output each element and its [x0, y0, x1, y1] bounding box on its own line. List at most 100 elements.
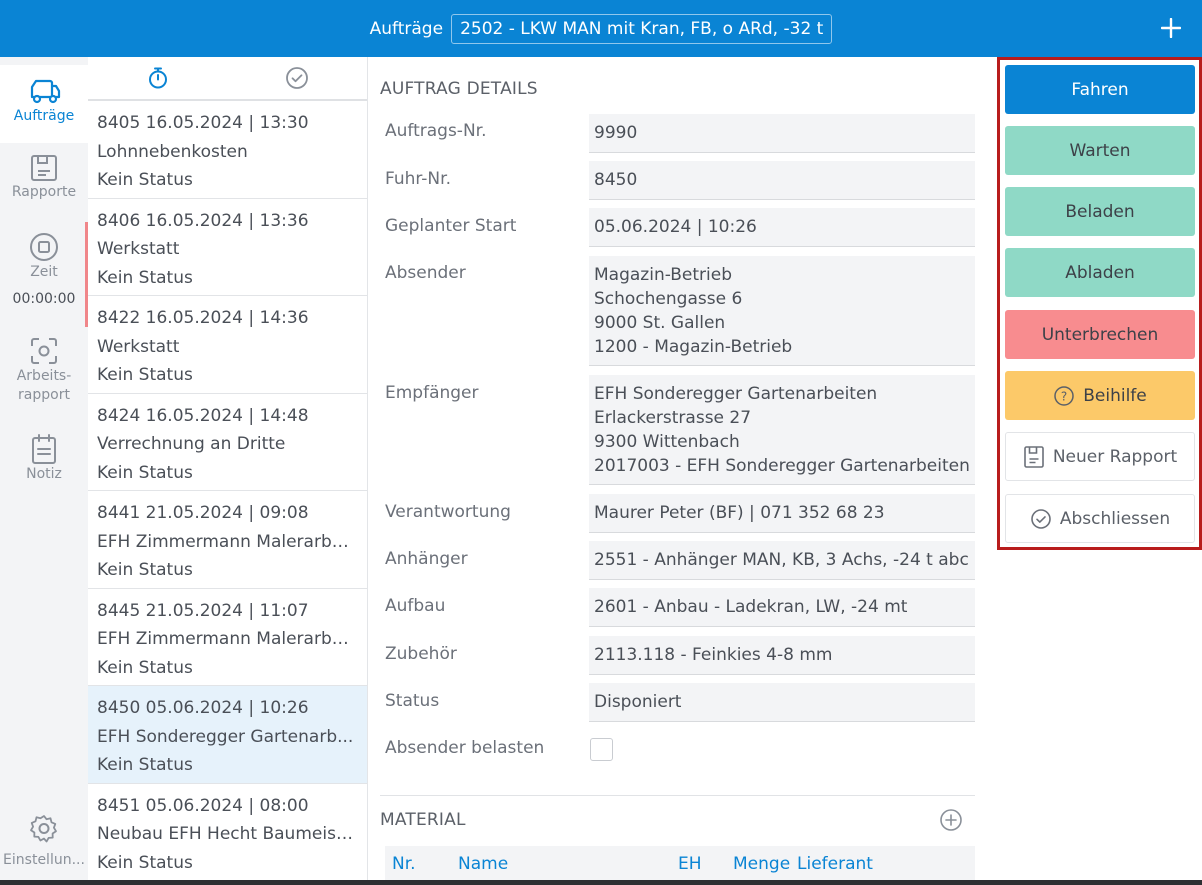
order-head: 8451 05.06.2024 | 08:00 [97, 795, 309, 816]
nav-item-einstellungen[interactable]: Einstellun... [0, 811, 88, 881]
unterbrechen-button[interactable]: Unterbrechen [1005, 310, 1195, 359]
order-name: Werkstatt [97, 239, 180, 259]
order-head: 8406 16.05.2024 | 13:36 [97, 210, 309, 231]
button-label: Fahren [1071, 79, 1129, 100]
field-label: Empfänger [385, 383, 479, 403]
order-head: 8450 05.06.2024 | 10:26 [97, 698, 309, 718]
order-details: AUFTRAG DETAILS Auftrags-Nr. 9990 Fuhr-N… [368, 57, 996, 883]
order-status: Kein Status [97, 657, 193, 678]
nav-label: Rapporte [11, 184, 77, 200]
focus-icon [31, 338, 57, 364]
order-head: 8424 16.05.2024 | 14:48 [97, 405, 309, 426]
section-title: AUFTRAG DETAILS [380, 79, 538, 99]
address-line: 1200 - Magazin-Betrieb [594, 337, 793, 357]
column-header[interactable]: EH [678, 854, 702, 874]
save-icon [1024, 445, 1044, 468]
column-header[interactable]: Nr. [392, 854, 416, 874]
auftrags-nr-value: 9990 [589, 114, 975, 153]
order-name: EFH Zimmermann Malerarbe... [97, 629, 358, 649]
address-line: 9000 St. Gallen [594, 313, 726, 333]
timer-value: 00:00:00 [12, 291, 76, 307]
button-label: Abladen [1065, 262, 1135, 283]
zubehoer-value: 2113.118 - Feinkies 4-8 mm [589, 636, 975, 675]
field-label: Status [385, 691, 440, 711]
button-label: Beladen [1065, 201, 1135, 222]
field-label: Anhänger [385, 549, 468, 569]
nav-item-zeit[interactable]: Zeit 00:00:00 [0, 227, 88, 322]
add-material-button[interactable] [939, 808, 963, 832]
order-list-item[interactable]: 8406 16.05.2024 | 13:36 Werkstatt Kein S… [88, 199, 367, 296]
material-table-header: Nr. Name EH Menge Lieferant [385, 846, 975, 883]
verantwortung-value: Maurer Peter (BF) | 071 352 68 23 [589, 494, 975, 533]
order-status: Kein Status [97, 267, 193, 288]
nav-label: Aufträge [13, 108, 75, 124]
field-label: Zubehör [385, 644, 457, 664]
absender-belasten-checkbox[interactable] [590, 738, 613, 761]
nav-item-rapporte[interactable]: Rapporte [0, 149, 88, 217]
help-circle-icon: ? [1054, 385, 1074, 406]
address-line: Magazin-Betrieb [594, 265, 732, 285]
order-head: 8445 21.05.2024 | 11:07 [97, 600, 309, 621]
column-header[interactable]: Lieferant [797, 854, 873, 874]
button-label: Neuer Rapport [1052, 446, 1178, 467]
section-title: MATERIAL [380, 810, 466, 830]
nav-item-arbeitsrapport[interactable]: Arbeits- rapport [0, 333, 88, 419]
nav-label: rapport [18, 387, 70, 403]
absender-value: Magazin-Betrieb Schochengasse 6 9000 St.… [589, 256, 975, 366]
plus-icon [1160, 17, 1182, 39]
add-order-button[interactable] [1154, 10, 1188, 46]
address-line: Erlackerstrasse 27 [594, 408, 752, 428]
vehicle-selector[interactable]: 2502 - LKW MAN mit Kran, FB, o ARd, -32 … [451, 13, 833, 44]
button-label: Warten [1069, 140, 1131, 161]
neuer-rapport-button[interactable]: Neuer Rapport [1005, 432, 1195, 481]
beladen-button[interactable]: Beladen [1005, 187, 1195, 236]
status-value: Disponiert [589, 683, 975, 722]
field-label: Auftrags-Nr. [385, 121, 487, 141]
check-circle-icon [286, 67, 309, 89]
abladen-button[interactable]: Abladen [1005, 248, 1195, 297]
order-name: EFH Zimmermann Malerarbe... [97, 531, 358, 552]
address-line: 9300 Wittenbach [594, 432, 740, 452]
order-list-item[interactable]: 8441 21.05.2024 | 09:08 EFH Zimmermann M… [88, 491, 367, 589]
aufbau-value: 2601 - Anbau - Ladekran, LW, -24 mt [589, 588, 975, 627]
order-list-item[interactable]: 8422 16.05.2024 | 14:36 Werkstatt Kein S… [88, 296, 367, 394]
svg-text:?: ? [1061, 389, 1067, 403]
order-status: Kein Status [97, 462, 193, 483]
abschliessen-button[interactable]: Abschliessen [1005, 494, 1195, 543]
column-header[interactable]: Name [458, 854, 509, 874]
order-name: Werkstatt [97, 336, 180, 357]
actions-panel [997, 57, 1202, 550]
order-head: 8441 21.05.2024 | 09:08 [97, 503, 309, 523]
field-label: Absender [385, 263, 466, 283]
order-list: 8405 16.05.2024 | 13:30 Lohnnebenkosten … [88, 57, 368, 883]
tab-completed-orders[interactable] [228, 57, 368, 99]
bottom-edge [0, 880, 1202, 885]
truck-icon [30, 79, 61, 104]
field-label: Aufbau [385, 596, 446, 616]
tab-active-orders[interactable] [88, 57, 228, 99]
warten-button[interactable]: Warten [1005, 126, 1195, 175]
order-list-item[interactable]: 8405 16.05.2024 | 13:30 Lohnnebenkosten … [88, 101, 367, 199]
order-head: 8422 16.05.2024 | 14:36 [97, 308, 309, 328]
clipboard-icon [32, 434, 56, 464]
plus-circle-icon [940, 809, 962, 831]
nav-label: Arbeits- [16, 368, 72, 384]
order-list-item[interactable]: 8445 21.05.2024 | 11:07 EFH Zimmermann M… [88, 589, 367, 686]
column-header[interactable]: Menge [733, 854, 791, 874]
nav-label: Einstellun... [3, 852, 85, 868]
button-label: Beihilfe [1083, 385, 1147, 406]
field-label: Absender belasten [385, 738, 545, 758]
check-circle-icon [1031, 508, 1051, 529]
stopwatch-icon [148, 67, 167, 89]
order-list-item-selected[interactable]: 8450 05.06.2024 | 10:26 EFH Sonderegger … [88, 686, 367, 784]
gear-icon [30, 815, 57, 843]
fuhr-nr-value: 8450 [589, 161, 975, 200]
beihilfe-button[interactable]: ? Beihilfe [1005, 371, 1195, 420]
anhaenger-value: 2551 - Anhänger MAN, KB, 3 Achs, -24 t a… [589, 541, 975, 580]
order-status: Kein Status [97, 365, 193, 385]
fahren-button[interactable]: Fahren [1005, 65, 1195, 114]
nav-item-notiz[interactable]: Notiz [0, 431, 88, 499]
order-list-item[interactable]: 8451 05.06.2024 | 08:00 Neubau EFH Hecht… [88, 784, 367, 881]
order-list-item[interactable]: 8424 16.05.2024 | 14:48 Verrechnung an D… [88, 394, 367, 491]
nav-item-auftraege[interactable]: Aufträge [0, 65, 88, 143]
